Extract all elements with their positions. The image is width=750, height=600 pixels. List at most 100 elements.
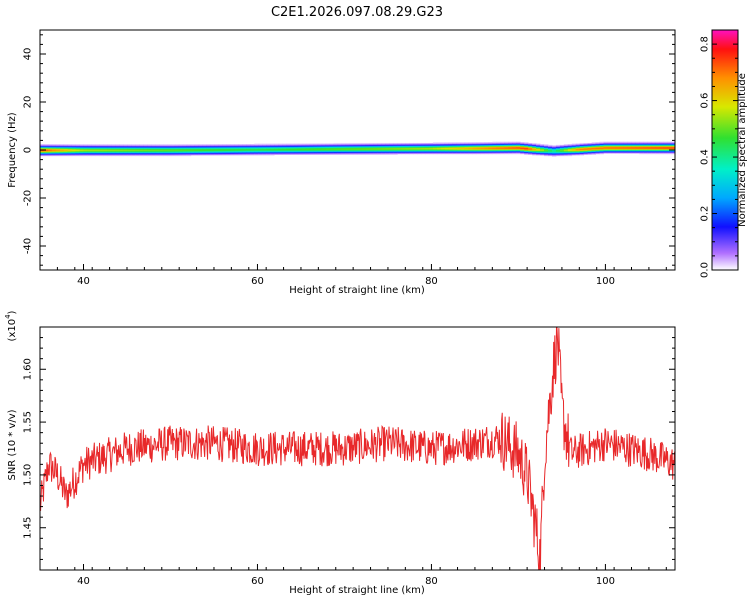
heatmap-cell [484, 142, 489, 144]
heatmap-cell [623, 148, 628, 150]
heatmap-cell [194, 148, 200, 150]
heatmap-cell [417, 146, 422, 148]
heatmap-cell [464, 146, 470, 148]
heatmap-cell [182, 151, 188, 153]
heatmap-cell [579, 143, 585, 145]
heatmap-cell [488, 144, 493, 146]
heatmap-cell [452, 147, 458, 149]
heatmap-cell [55, 148, 61, 150]
heatmap-cell [369, 152, 374, 154]
heatmap-cell [551, 150, 557, 152]
heatmap-cell [278, 150, 283, 152]
heatmap-cell [127, 147, 132, 149]
heatmap-cell [242, 151, 247, 153]
heatmap-cell [496, 142, 501, 144]
heatmap-cell [266, 148, 271, 150]
heatmap-cell [75, 148, 81, 150]
heatmap-cell [488, 146, 493, 148]
heatmap-cell [615, 142, 620, 144]
heatmap-cell [254, 144, 259, 146]
heatmap-cell [655, 141, 660, 143]
heatmap-cell [409, 147, 414, 149]
heatmap-cell [194, 151, 200, 153]
heatmap-cell [361, 148, 366, 150]
heatmap-cell [559, 145, 565, 147]
heatmap-cell [290, 147, 295, 149]
heatmap-cell [206, 150, 212, 152]
heatmap-cell [254, 148, 259, 150]
heatmap-cell [448, 151, 454, 153]
heatmap-cell [631, 150, 636, 152]
heatmap-cell [317, 144, 323, 146]
heatmap-cell [575, 145, 581, 147]
heatmap-cell [413, 142, 418, 144]
heatmap-cell [504, 153, 509, 155]
heatmap-cell [155, 147, 160, 149]
heatmap-cell [413, 152, 418, 154]
heatmap-cell [305, 152, 311, 154]
heatmap-cell [655, 146, 660, 148]
heatmap-cell [163, 155, 168, 157]
heatmap-cell [353, 148, 358, 150]
heatmap-cell [377, 153, 382, 155]
heatmap-cell [313, 153, 319, 155]
heatmap-cell [278, 150, 283, 152]
heatmap-cell [631, 151, 636, 153]
snr-y-multiplier-close: ) [7, 310, 18, 314]
heatmap-cell [448, 143, 454, 145]
heatmap-cell [210, 144, 216, 146]
x-tick-label: 80 [425, 576, 438, 587]
heatmap-cell [258, 153, 263, 155]
heatmap-cell [583, 152, 589, 154]
heatmap-cell [571, 145, 577, 147]
heatmap-cell [599, 145, 604, 147]
heatmap-cell [242, 147, 247, 149]
heatmap-cell [55, 154, 61, 156]
heatmap-cell [242, 153, 247, 155]
heatmap-cell [174, 155, 180, 157]
heatmap-cell [444, 151, 450, 153]
heatmap-cell [563, 150, 569, 152]
heatmap-cell [424, 148, 430, 150]
heatmap-cell [639, 142, 644, 144]
heatmap-cell [226, 145, 231, 147]
heatmap-cell [369, 153, 374, 155]
heatmap-cell [91, 147, 96, 149]
heatmap-cell [424, 153, 430, 155]
heatmap-cell [480, 153, 485, 155]
heatmap-cell [294, 151, 299, 153]
heatmap-cell [464, 144, 470, 146]
heatmap-cell [635, 143, 640, 145]
heatmap-cell [258, 145, 263, 147]
heatmap-cell [456, 143, 462, 145]
heatmap-cell [337, 144, 343, 146]
heatmap-cell [548, 155, 553, 157]
heatmap-cell [143, 150, 148, 152]
heatmap-cell [301, 148, 307, 150]
heatmap-cell [631, 148, 636, 150]
heatmap-cell [436, 146, 442, 148]
heatmap-cell [329, 143, 335, 145]
heatmap-cell [301, 144, 307, 146]
heatmap-cell [476, 153, 481, 155]
heatmap-cell [508, 141, 513, 143]
heatmap-cell [611, 150, 616, 152]
heatmap-cell [571, 150, 577, 152]
heatmap-cell [83, 146, 89, 148]
heatmap-cell [242, 154, 247, 156]
heatmap-cell [651, 148, 656, 150]
heatmap-cell [663, 146, 668, 148]
heatmap-cell [345, 148, 350, 150]
heatmap-cell [119, 148, 124, 150]
heatmap-cell [536, 151, 541, 153]
heatmap-cell [282, 144, 287, 146]
heatmap-cell [325, 153, 331, 155]
heatmap-cell [448, 151, 454, 153]
heatmap-cell [83, 151, 89, 153]
heatmap-cell [468, 151, 473, 153]
heatmap-cell [131, 153, 136, 155]
heatmap-cell [40, 151, 45, 153]
heatmap-cell [119, 152, 124, 154]
heatmap-cell [448, 152, 454, 154]
heatmap-cell [397, 152, 402, 154]
